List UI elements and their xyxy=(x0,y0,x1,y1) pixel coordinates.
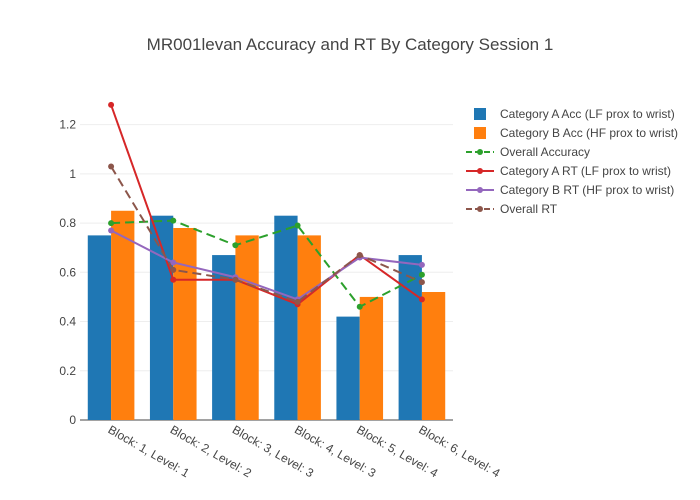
data-point[interactable] xyxy=(108,220,115,227)
legend-marker xyxy=(477,168,483,174)
y-tick-label: 0.6 xyxy=(59,265,76,279)
bar[interactable] xyxy=(149,215,174,420)
bar[interactable] xyxy=(421,292,446,420)
series-line[interactable] xyxy=(110,104,423,306)
bar[interactable] xyxy=(274,215,298,420)
data-point[interactable] xyxy=(356,252,363,259)
bar[interactable] xyxy=(359,296,384,420)
legend-item[interactable]: Overall RT xyxy=(466,202,558,216)
data-point[interactable] xyxy=(294,222,301,229)
legend-item[interactable]: Overall Accuracy xyxy=(466,145,590,159)
grid xyxy=(80,124,453,421)
chart-title: MR001levan Accuracy and RT By Category S… xyxy=(147,35,554,54)
data-point[interactable] xyxy=(108,101,115,108)
legend-label: Category A Acc (LF prox to wrist) xyxy=(500,107,675,121)
bars xyxy=(87,210,446,420)
data-point[interactable] xyxy=(170,217,177,224)
data-point[interactable] xyxy=(170,276,177,283)
legend-marker xyxy=(477,149,483,155)
legend-label: Category A RT (LF prox to wrist) xyxy=(500,164,671,178)
data-point[interactable] xyxy=(170,259,177,266)
legend-label: Category B Acc (HF prox to wrist) xyxy=(500,126,678,140)
legend-item[interactable]: Category A RT (LF prox to wrist) xyxy=(466,164,671,178)
legend-swatch xyxy=(474,108,486,120)
data-point[interactable] xyxy=(170,266,177,273)
lines xyxy=(108,101,425,310)
bar[interactable] xyxy=(111,210,135,420)
legend-item[interactable]: Category B Acc (HF prox to wrist) xyxy=(474,126,678,140)
bar[interactable] xyxy=(235,235,259,420)
legend-label: Overall Accuracy xyxy=(500,145,590,159)
series-line[interactable] xyxy=(111,219,423,309)
data-point[interactable] xyxy=(418,271,425,278)
y-axis: 0 0.2 0.4 0.6 0.8 1 1.2 xyxy=(59,118,76,427)
y-tick-label: 1.2 xyxy=(59,118,76,132)
data-point[interactable] xyxy=(232,276,239,283)
bar[interactable] xyxy=(212,255,236,420)
data-point[interactable] xyxy=(232,242,239,249)
legend[interactable]: Category A Acc (LF prox to wrist) Categor… xyxy=(466,107,678,216)
legend-swatch xyxy=(474,127,486,139)
bar[interactable] xyxy=(87,235,112,420)
y-tick-label: 0.8 xyxy=(59,216,76,230)
data-point[interactable] xyxy=(418,261,425,268)
y-tick-label: 0.4 xyxy=(59,315,76,329)
legend-marker xyxy=(477,187,483,193)
data-point[interactable] xyxy=(418,296,425,303)
series-line[interactable] xyxy=(110,165,423,303)
data-point[interactable] xyxy=(418,279,425,286)
bar[interactable] xyxy=(336,316,360,420)
data-point[interactable] xyxy=(294,298,301,305)
bar[interactable] xyxy=(297,235,321,420)
legend-label: Category B RT (HF prox to wrist) xyxy=(500,183,674,197)
data-point[interactable] xyxy=(356,303,363,310)
y-tick-label: 0 xyxy=(69,413,76,427)
data-point[interactable] xyxy=(108,227,115,234)
y-tick-label: 0.2 xyxy=(59,364,76,378)
y-tick-label: 1 xyxy=(69,167,76,181)
bar[interactable] xyxy=(173,228,197,420)
legend-item[interactable]: Category A Acc (LF prox to wrist) xyxy=(474,107,675,121)
legend-marker xyxy=(477,206,483,212)
data-point[interactable] xyxy=(108,163,115,170)
legend-label: Overall RT xyxy=(500,202,558,216)
legend-item[interactable]: Category B RT (HF prox to wrist) xyxy=(466,183,674,197)
